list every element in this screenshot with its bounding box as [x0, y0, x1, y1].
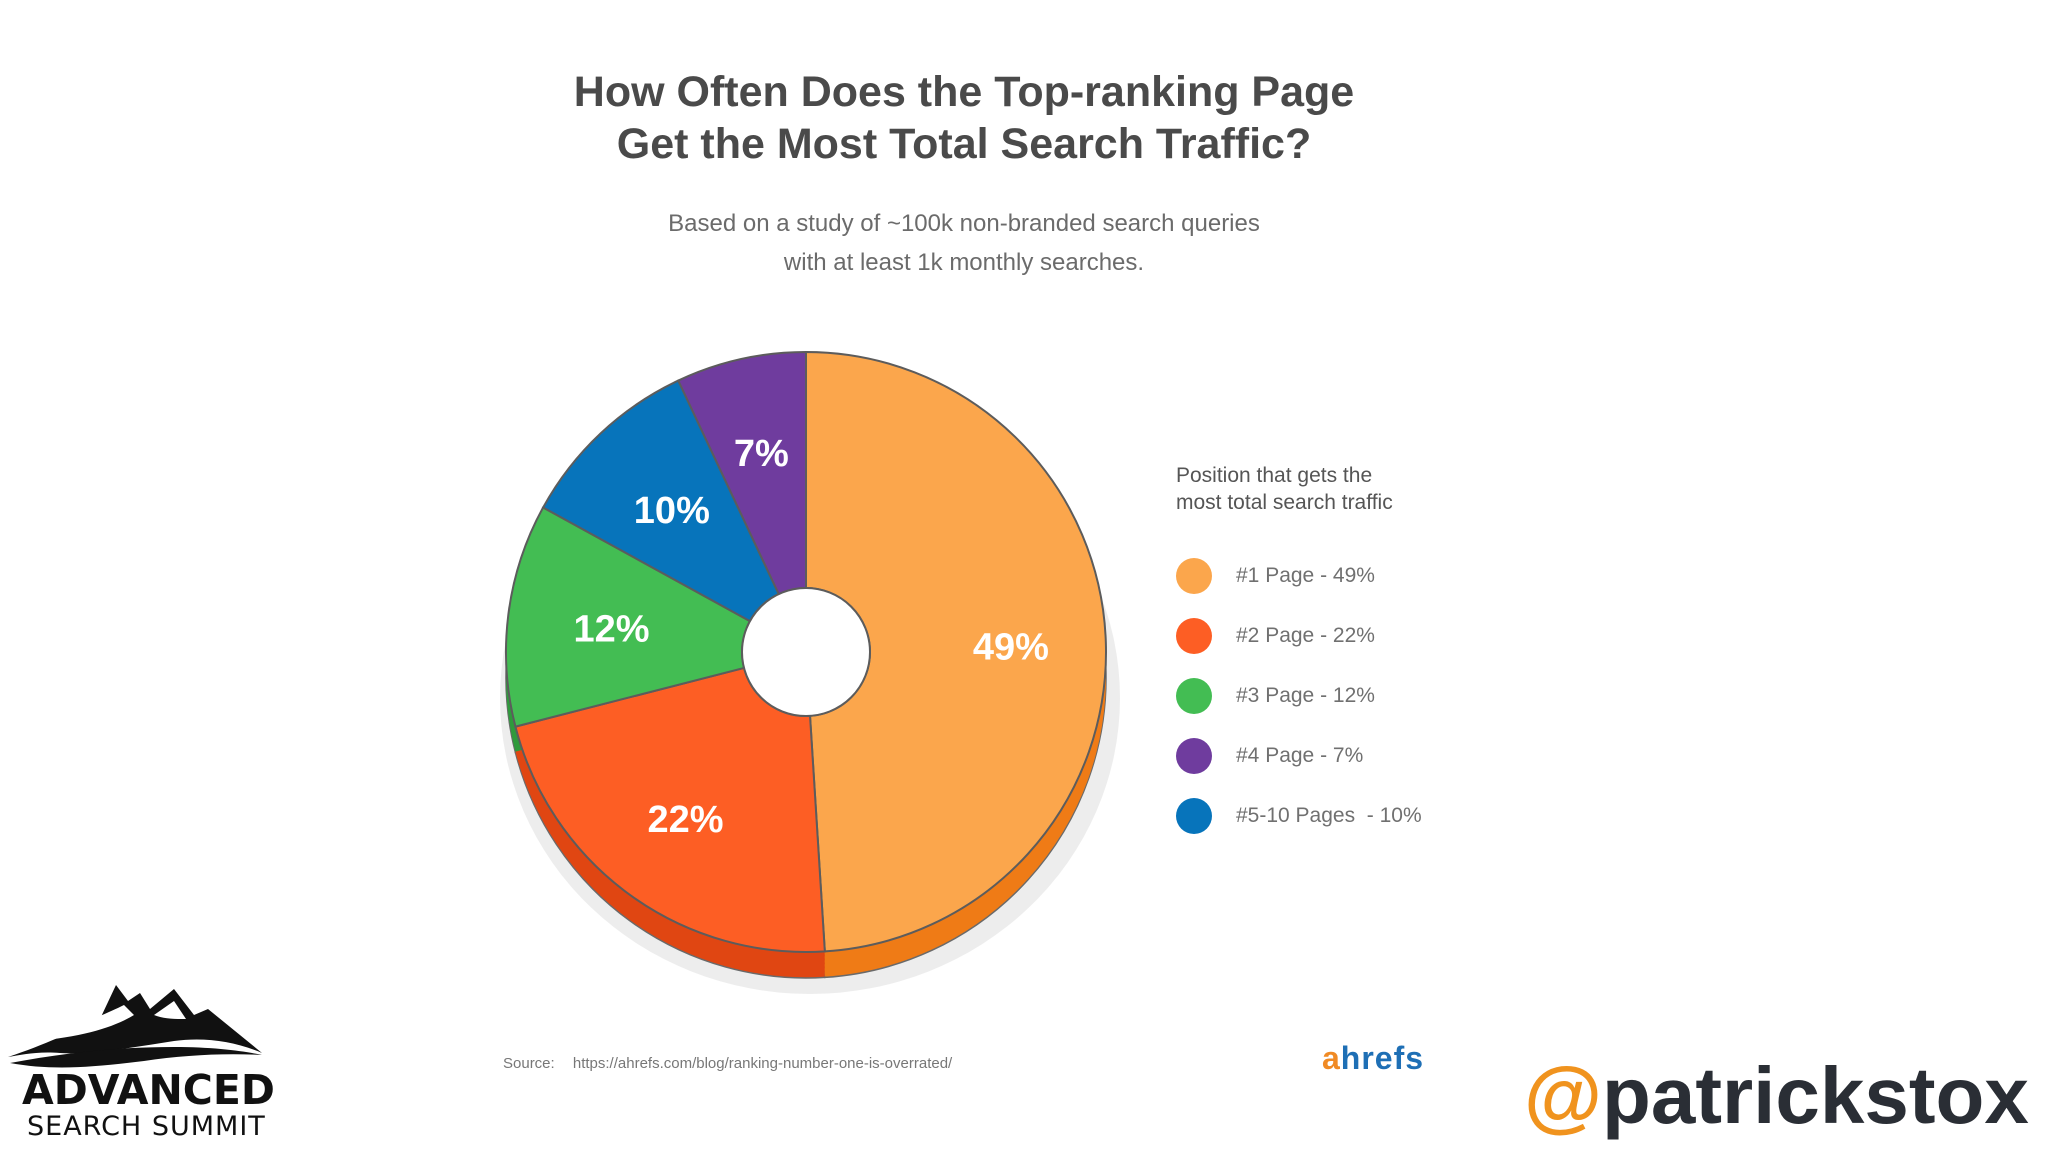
legend-label: #1 Page - 49% [1236, 564, 1375, 587]
source-url[interactable]: https://ahrefs.com/blog/ranking-number-o… [572, 1055, 953, 1072]
slice-label-2: 22% [647, 799, 723, 841]
legend-item: #3 Page - 12% [1176, 676, 1496, 716]
legend-label: #2 Page - 22% [1236, 624, 1375, 647]
chart-subtitle-line-1: Based on a study of ~100k non-branded se… [668, 210, 1260, 237]
legend-label: #3 Page - 12% [1236, 684, 1375, 707]
legend-swatch [1176, 798, 1212, 834]
legend-label: #4 Page - 7% [1236, 744, 1364, 767]
legend-swatch [1176, 558, 1212, 594]
slice-label-3: 12% [574, 608, 650, 650]
legend-title-line-1: Position that gets the [1176, 464, 1373, 487]
mountain-logo-icon [8, 985, 262, 1068]
source-line: Source: https://ahrefs.com/blog/ranking-… [503, 1055, 952, 1072]
pie-hole [741, 587, 871, 717]
legend-item: #1 Page - 49% [1176, 556, 1496, 596]
chart-title: How Often Does the Top-ranking Page Get … [464, 66, 1464, 170]
legend-swatch [1176, 618, 1212, 654]
chart-subtitle-line-2: with at least 1k monthly searches. [783, 249, 1145, 276]
legend-swatch [1176, 678, 1212, 714]
legend-swatch [1176, 738, 1212, 774]
twitter-handle: @patrickstox [1524, 1046, 2029, 1146]
handle-name: patrickstox [1602, 1051, 2029, 1140]
chart-subtitle: Based on a study of ~100k non-branded se… [564, 204, 1364, 282]
source-label: Source: [503, 1055, 555, 1072]
legend-label: #5-10 Pages - 10% [1236, 804, 1422, 827]
slice-label-1: 49% [973, 627, 1049, 669]
summit-logo-title: ADVANCED [22, 1066, 275, 1114]
legend-title-line-2: most total search traffic [1176, 491, 1393, 514]
legend-item: #2 Page - 22% [1176, 616, 1496, 656]
chart-title-line-1: How Often Does the Top-ranking Page [573, 68, 1355, 116]
slice-label-4: 10% [634, 490, 710, 532]
legend-title: Position that gets the most total search… [1176, 462, 1476, 516]
legend-item: #4 Page - 7% [1176, 736, 1496, 776]
ahrefs-logo: ahrefs [1322, 1040, 1424, 1077]
legend-item: #5-10 Pages - 10% [1176, 796, 1496, 836]
chart-title-line-2: Get the Most Total Search Traffic? [616, 120, 1312, 168]
slice-label-5: 7% [734, 433, 789, 475]
summit-logo-subtitle: SEARCH SUMMIT [27, 1111, 266, 1142]
ahrefs-logo-a: a [1322, 1040, 1341, 1076]
handle-at: @ [1524, 1051, 1603, 1140]
ahrefs-logo-rest: hrefs [1340, 1040, 1425, 1076]
